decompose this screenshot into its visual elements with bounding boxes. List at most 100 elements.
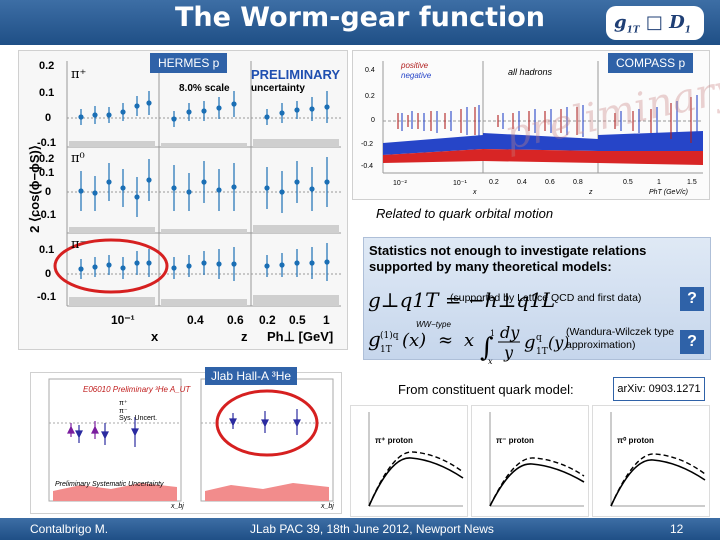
jlab-xlabel: x_bj	[321, 503, 334, 510]
hermes-tick: 0.1	[39, 87, 55, 99]
constituent-caption: From constituent quark model:	[398, 382, 574, 397]
jlab-plot: E06010 Preliminary ³He A_UT π⁺ π⁻ Sys. U…	[30, 372, 342, 514]
model-label-3: π⁰ proton	[617, 436, 654, 445]
hermes-tick: 0.1	[39, 167, 55, 179]
compass-xtick: 10⁻¹	[453, 180, 467, 187]
model-plot-pi-zero: π⁰ proton	[592, 405, 710, 517]
footer-author: Contalbrigo M.	[30, 522, 109, 536]
hermes-tick: 0	[45, 268, 52, 280]
model-plot-pi-plus: π⁺ proton	[350, 405, 468, 517]
compass-ytick: -0.2	[361, 141, 374, 148]
hermes-tick: -0.1	[37, 291, 56, 303]
svg-text:1T: 1T	[536, 347, 548, 357]
hermes-plot: 2 ⟨cos(ϕ−ϕS)⟩ PRELIMINARY 8.0% scale unc…	[18, 50, 348, 350]
related-caption: Related to quark orbital motion	[376, 206, 554, 221]
jlab-syst: Preliminary Systematic Uncertainty	[55, 481, 164, 488]
svg-text:(1)q: (1)q	[380, 330, 399, 341]
hermes-tick: -0.1	[37, 209, 56, 221]
logo-g-sub: 1T	[626, 25, 640, 36]
hermes-tick: 0	[45, 112, 52, 124]
hermes-xtick: 0.4	[187, 313, 204, 327]
svg-text:g: g	[368, 327, 381, 351]
logo-box: □	[645, 12, 663, 33]
jlab-legend-1: π⁺	[119, 400, 128, 407]
hermes-xtick: 1	[323, 313, 330, 327]
compass-xlabel: z	[589, 189, 593, 196]
svg-text:g: g	[524, 332, 536, 353]
logo-d: D	[669, 12, 685, 33]
hermes-particle-pi-plus: π⁺	[71, 67, 87, 82]
svg-text:1T: 1T	[380, 345, 392, 355]
svg-text:∫: ∫	[480, 333, 494, 363]
hermes-xtick: 10⁻¹	[111, 313, 135, 327]
worm-gear-logo: g1T □ D1	[606, 6, 704, 40]
compass-all-hadrons: all hadrons	[508, 67, 553, 77]
model-svg-3	[610, 412, 706, 507]
compass-ytick: -0.4	[361, 163, 374, 170]
slide-title: The Worm-gear function	[174, 2, 546, 33]
hermes-tick: 0.2	[39, 153, 55, 165]
svg-text:dy: dy	[500, 323, 520, 342]
hermes-tick: 0.2	[39, 60, 55, 72]
hermes-particle-pi-minus: π⁻	[71, 237, 87, 252]
compass-plot: preliminary positive negative all hadron…	[352, 50, 720, 200]
compass-ytick: 0.2	[365, 93, 375, 100]
compass-legend-neg: negative	[401, 71, 432, 80]
svg-text:x: x	[488, 357, 493, 366]
jlab-legend-3: Sys. Uncert.	[119, 415, 158, 422]
ww-label: WW−type	[416, 320, 451, 329]
svg-text:x: x	[464, 330, 474, 351]
compass-xlabel: x	[473, 189, 477, 196]
model-label-2: π⁻ proton	[496, 436, 534, 445]
hermes-xtick: 0.6	[227, 313, 244, 327]
svg-text:(y): (y)	[548, 333, 568, 352]
model-plot-pi-minus: π⁻ proton	[471, 405, 589, 517]
hermes-xlabel-x: x	[151, 329, 159, 344]
arxiv-ref[interactable]: arXiv: 0903.1271	[613, 377, 705, 401]
question-box-1: ?	[680, 287, 704, 311]
model-svg-1	[368, 412, 464, 507]
hermes-preliminary: PRELIMINARY	[251, 67, 341, 82]
compass-xtick: 0.6	[545, 179, 555, 186]
compass-xtick: 0.2	[489, 179, 499, 186]
svg-text:1: 1	[490, 329, 495, 338]
footer-bar	[0, 518, 720, 540]
hermes-particle-pi-zero: π⁰	[71, 151, 85, 166]
compass-xtick: 10⁻²	[393, 180, 407, 187]
ww-note: (Wandura-Wilczek type approximation)	[566, 326, 675, 351]
svg-text:q: q	[536, 333, 542, 343]
compass-ytick: 0.4	[365, 67, 375, 74]
svg-text:y: y	[503, 343, 514, 362]
hermes-uncertainty: uncertainty	[251, 83, 305, 94]
statistics-box: Statistics not enough to investigate rel…	[363, 237, 711, 366]
compass-tag: COMPASS p	[608, 53, 694, 73]
svg-text:(x): (x)	[402, 330, 426, 351]
hermes-svg	[53, 61, 341, 307]
compass-svg	[382, 61, 703, 174]
hermes-xlabel-z: z	[241, 329, 248, 344]
hermes-tick: 0.1	[39, 244, 55, 256]
logo-d-sub: 1	[684, 25, 692, 36]
hermes-scale: 8.0% scale	[179, 83, 230, 94]
ww-equation: g (1)q 1T (x) ≈ x ∫ 1 x dy y g q 1T (y)	[368, 323, 568, 366]
hermes-xlabel-pt: Ph⊥ [GeV]	[267, 329, 334, 344]
hermes-xtick: 0.5	[289, 313, 306, 327]
compass-ytick: 0	[371, 117, 375, 124]
compass-legend-pos: positive	[401, 61, 429, 70]
compass-xtick: 1	[657, 179, 661, 186]
hermes-tick: -0.1	[37, 137, 56, 149]
jlab-svg	[48, 378, 334, 502]
model-label-1: π⁺ proton	[375, 436, 413, 445]
jlab-tag: Jlab Hall-A ³He	[205, 367, 298, 385]
title-bar	[0, 0, 720, 45]
hermes-tag: HERMES p	[150, 53, 228, 73]
compass-xtick: 1.5	[687, 179, 697, 186]
lattice-note: (supported by Lattice QCD and first data…	[450, 292, 642, 304]
model-svg-2	[489, 412, 585, 507]
jlab-label: E06010 Preliminary ³He A_UT	[83, 385, 191, 394]
compass-xtick: 0.8	[573, 179, 583, 186]
footer-event: JLab PAC 39, 18th June 2012, Newport New…	[250, 522, 494, 536]
statistics-title: Statistics not enough to investigate rel…	[369, 243, 647, 274]
logo-g: g	[614, 12, 627, 33]
